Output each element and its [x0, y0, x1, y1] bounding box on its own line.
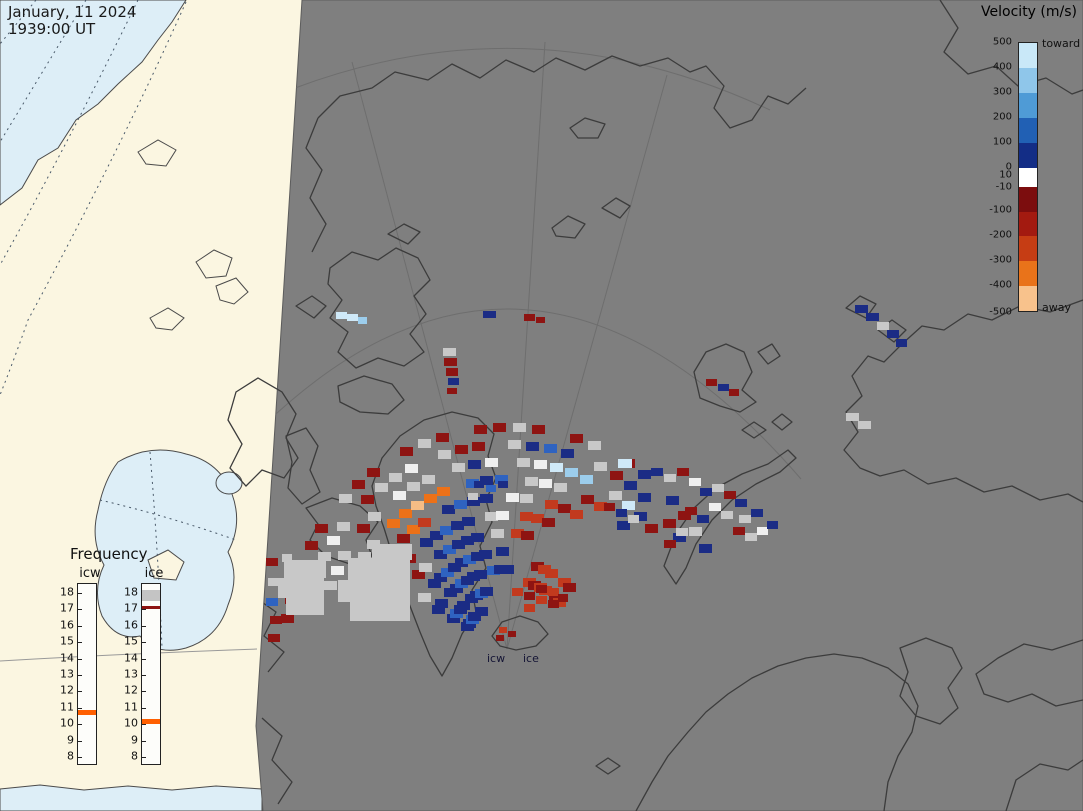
- velocity-tick-label: 500: [992, 36, 1012, 48]
- freq-bar-ice: [141, 583, 161, 765]
- freq-mark: [142, 589, 160, 601]
- graticule-gray: [256, 41, 802, 650]
- freq-mark: [142, 606, 160, 610]
- freq-scale-number: 11: [124, 700, 138, 714]
- freq-scale-number: 14: [60, 651, 74, 665]
- freq-scale-number: 17: [60, 601, 74, 615]
- freq-scale-number: 13: [60, 667, 74, 681]
- freq-scale-number: 15: [60, 634, 74, 648]
- graticule-dotted: [0, 0, 237, 649]
- freq-scale-number: 10: [124, 716, 138, 730]
- frequency-legend: Frequency icw 18 17 16 15 14 13 12 11 10 9 8 ice 1…: [58, 545, 198, 765]
- freq-scale-number: 10: [60, 716, 74, 730]
- velocity-ticks: 500 400 300 200 100 0 10 -10 -100 -200 -300 -400 -50…: [955, 37, 1014, 318]
- velocity-tick-label: -100: [989, 204, 1012, 216]
- velocity-tick-label: 100: [992, 136, 1012, 148]
- freq-column-label: ice: [144, 566, 164, 581]
- freq-scale-number: 14: [124, 651, 138, 665]
- velocity-tick-label: -200: [989, 229, 1012, 241]
- freq-scale-numbers: 18 17 16 15 14 13 12 11 10 9 8: [122, 583, 140, 765]
- freq-scale-number: 16: [60, 618, 74, 632]
- freq-scale-numbers: 18 17 16 15 14 13 12 11 10 9 8: [58, 583, 76, 765]
- freq-scale-number: 16: [124, 618, 138, 632]
- freq-scale-number: 9: [131, 733, 138, 747]
- freq-mark: [78, 710, 96, 716]
- freq-scale-number: 17: [124, 601, 138, 615]
- radar-site-label-icw: icw: [487, 652, 506, 665]
- velocity-tick-label: -300: [989, 254, 1012, 266]
- freq-scale-number: 18: [124, 585, 138, 599]
- away-label: away: [1042, 301, 1071, 314]
- freq-scale-number: 11: [60, 700, 74, 714]
- radar-site-label-ice: ice: [523, 652, 539, 665]
- velocity-tick-label: 10: [999, 169, 1012, 181]
- frequency-columns: icw 18 17 16 15 14 13 12 11 10 9 8 ice 18 17 16 15 14 1…: [58, 566, 198, 765]
- freq-scale-number: 15: [124, 634, 138, 648]
- freq-scale-number: 12: [124, 683, 138, 697]
- freq-scale-number: 8: [131, 749, 138, 763]
- toward-label: toward: [1042, 37, 1081, 50]
- freq-column-label: icw: [79, 566, 101, 581]
- baffin-island: [227, 377, 299, 487]
- velocity-tick-label: -400: [989, 279, 1012, 291]
- freq-scale-number: 13: [124, 667, 138, 681]
- velocity-tick-label: 0: [1005, 161, 1012, 173]
- date-label: January, 11 2024: [8, 3, 137, 21]
- freq-bar-icw: [77, 583, 97, 765]
- freq-scale-number: 18: [60, 585, 74, 599]
- freq-scale-number: 12: [60, 683, 74, 697]
- velocity-colorbar: [1018, 42, 1038, 312]
- timestamp: January, 11 2024 1939:00 UT: [8, 3, 137, 39]
- time-label: 1939:00 UT: [8, 20, 96, 39]
- freq-column: ice 18 17 16 15 14 13 12 11 10 9 8: [122, 566, 186, 765]
- velocity-legend-title: Velocity (m/s): [981, 4, 1077, 20]
- velocity-tick-label: 400: [992, 61, 1012, 73]
- freq-mark: [142, 719, 160, 725]
- freq-column: icw 18 17 16 15 14 13 12 11 10 9 8: [58, 566, 122, 765]
- freq-scale-number: 8: [67, 749, 74, 763]
- ocean-regions: [0, 0, 263, 811]
- velocity-tick-label: -500: [989, 306, 1012, 318]
- velocity-tick-label: -10: [995, 181, 1012, 193]
- velocity-tick-label: 300: [992, 86, 1012, 98]
- freq-scale-number: 9: [67, 733, 74, 747]
- cream-islands: [137, 139, 249, 581]
- latitude-line-cream: [0, 648, 258, 662]
- frequency-legend-title: Frequency: [70, 545, 148, 563]
- velocity-tick-label: 200: [992, 111, 1012, 123]
- velocity-legend: Velocity (m/s) 500 400 300 200 100 0 10 -10 -100…: [955, 0, 1083, 340]
